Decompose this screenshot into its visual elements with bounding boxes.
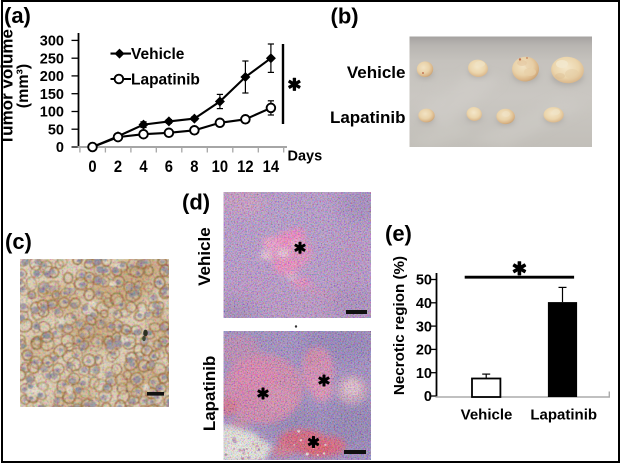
svg-text:0: 0 xyxy=(88,158,96,176)
svg-text:(b): (b) xyxy=(331,4,359,29)
svg-text:8: 8 xyxy=(190,158,198,176)
svg-text:(a): (a) xyxy=(4,3,31,28)
svg-text:100: 100 xyxy=(40,105,64,121)
svg-text:2: 2 xyxy=(114,158,122,176)
svg-text:300: 300 xyxy=(40,34,64,50)
svg-text:0: 0 xyxy=(424,389,432,405)
svg-text:20: 20 xyxy=(416,343,432,359)
svg-text:12: 12 xyxy=(237,158,254,176)
svg-text:Lapatinib: Lapatinib xyxy=(330,108,406,127)
svg-text:Lapatinib: Lapatinib xyxy=(131,72,200,89)
svg-text:250: 250 xyxy=(40,51,64,67)
svg-text:0: 0 xyxy=(56,140,64,156)
svg-text:Vehicle: Vehicle xyxy=(131,46,185,63)
svg-text:10: 10 xyxy=(416,366,432,382)
svg-text:14: 14 xyxy=(263,158,280,176)
svg-text:(mm³): (mm³) xyxy=(15,64,32,108)
svg-text:6: 6 xyxy=(165,158,173,176)
svg-text:Lapatinib: Lapatinib xyxy=(200,356,219,432)
svg-text:Vehicle: Vehicle xyxy=(347,63,406,82)
svg-text:10: 10 xyxy=(212,158,229,176)
svg-text:(e): (e) xyxy=(385,221,412,246)
svg-text:4: 4 xyxy=(139,158,147,176)
svg-text:(d): (d) xyxy=(182,190,210,215)
svg-text:Vehicle: Vehicle xyxy=(461,407,513,424)
svg-text:Lapatinib: Lapatinib xyxy=(530,407,597,424)
svg-text:Tumor volume: Tumor volume xyxy=(0,29,17,145)
svg-text:30: 30 xyxy=(416,319,432,335)
svg-text:Necrotic region (%): Necrotic region (%) xyxy=(391,256,408,395)
svg-text:40: 40 xyxy=(416,296,432,312)
svg-text:Vehicle: Vehicle xyxy=(195,227,214,286)
svg-text:50: 50 xyxy=(416,273,432,289)
svg-text:(c): (c) xyxy=(5,229,32,254)
svg-text:50: 50 xyxy=(48,122,64,138)
svg-text:150: 150 xyxy=(40,87,64,103)
svg-text:Days: Days xyxy=(288,149,323,165)
svg-text:200: 200 xyxy=(40,69,64,85)
